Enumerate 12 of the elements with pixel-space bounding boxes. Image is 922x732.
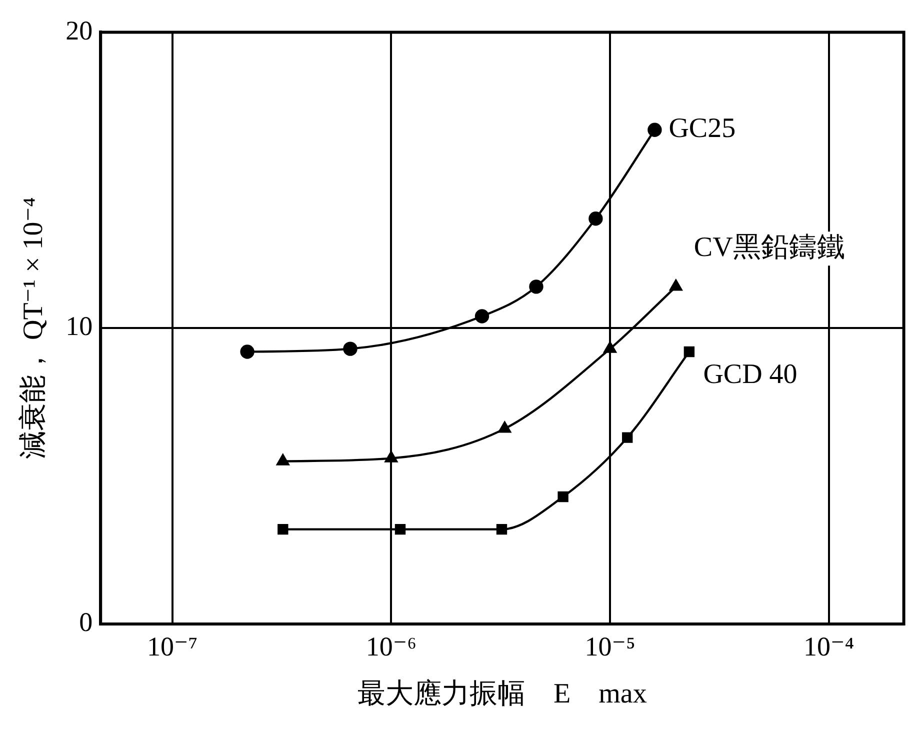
x-tick-label: 10⁻⁴ [804,631,854,662]
x-tick-label: 10⁻⁷ [147,631,198,662]
y-tick-label: 20 [66,15,93,46]
x-tick-label: 10⁻⁶ [366,631,417,662]
series-label: GCD 40 [703,359,798,390]
y-tick-label: 0 [79,607,93,638]
y-tick-label: 10 [66,311,93,342]
x-tick-label: 10⁻⁵ [584,631,636,662]
series-label: GC25 [668,113,736,144]
series-label: CV黑鉛鑄鐵 [694,232,845,264]
y-axis-title: 減衰能， QT⁻¹ × 10⁻⁴ [18,197,50,460]
x-axis-title: 最大應力振幅 E max [358,678,647,710]
